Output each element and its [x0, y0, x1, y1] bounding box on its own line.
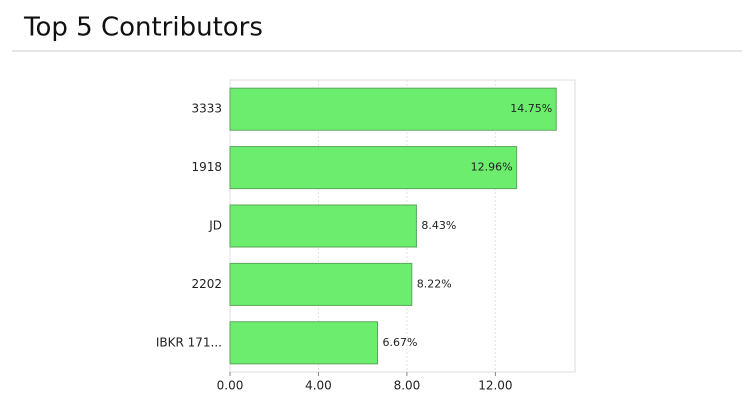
y-tick-label: JD: [208, 219, 222, 233]
y-tick-label: 3333: [191, 102, 222, 116]
x-tick-label: 8.00: [394, 379, 421, 393]
x-tick-label: 0.00: [217, 379, 244, 393]
value-label: 8.22%: [417, 277, 452, 290]
value-label: 6.67%: [383, 336, 418, 349]
y-tick-label: IBKR 171...: [156, 335, 222, 349]
value-label: 14.75%: [510, 102, 552, 115]
value-label: 12.96%: [471, 161, 513, 174]
y-tick-label: 2202: [191, 277, 222, 291]
bar: [229, 87, 557, 131]
bar: [229, 321, 379, 365]
bar: [229, 146, 518, 190]
x-tick-label: 4.00: [305, 379, 332, 393]
x-tick-label: 12.00: [478, 379, 512, 393]
y-tick-label: 1918: [191, 160, 222, 174]
chart-title: Top 5 Contributors: [23, 13, 263, 43]
bar: [229, 204, 417, 248]
value-label: 8.43%: [421, 219, 456, 232]
bar: [229, 262, 413, 306]
